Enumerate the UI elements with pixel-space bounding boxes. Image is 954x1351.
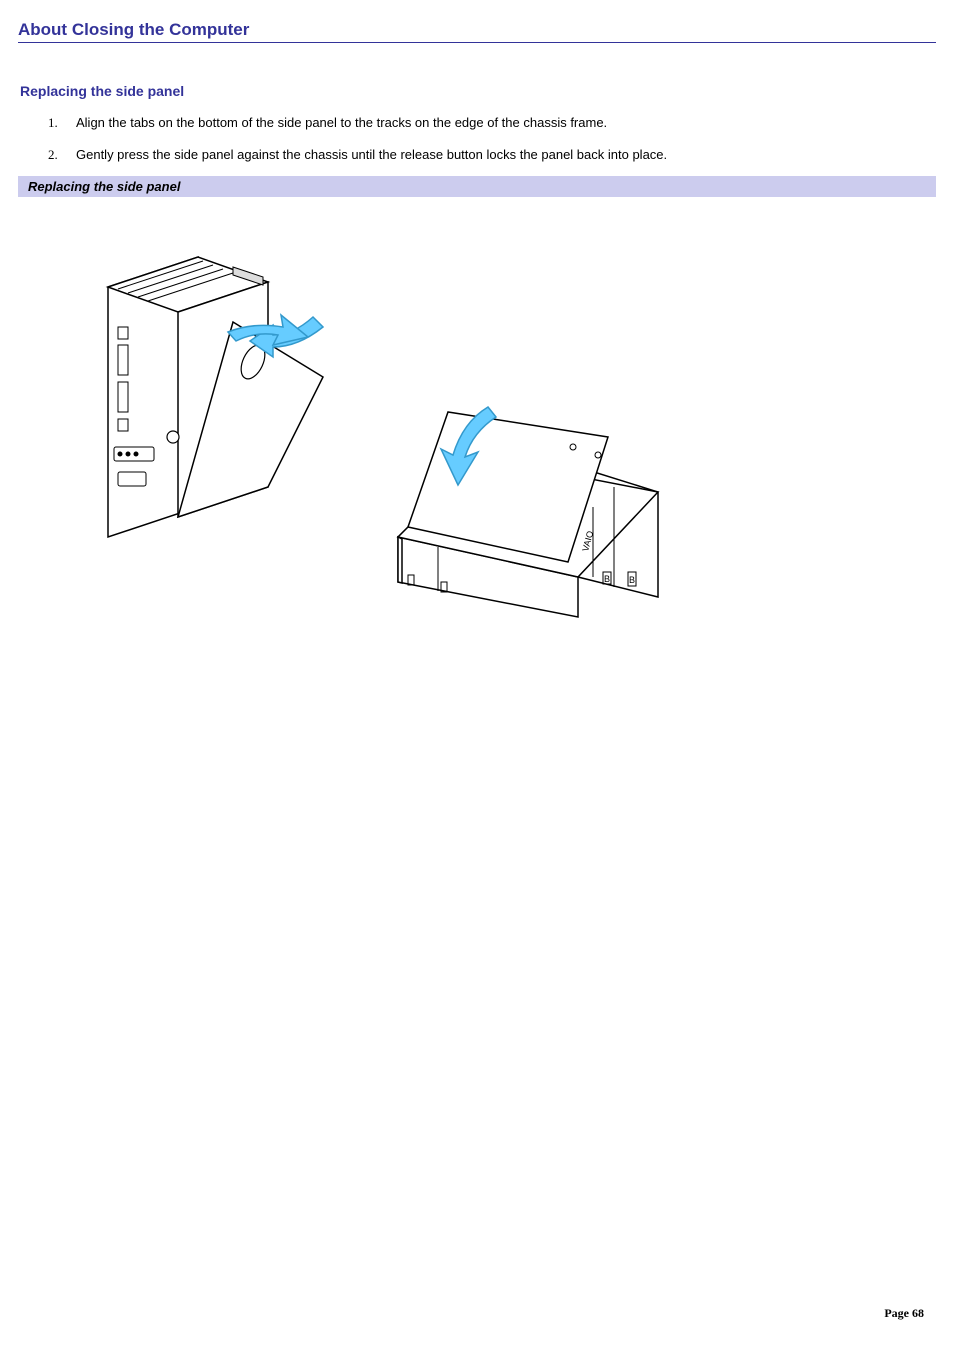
list-item: 1. Align the tabs on the bottom of the s… — [48, 113, 936, 133]
list-item: 2. Gently press the side panel against t… — [48, 145, 936, 165]
list-text: Align the tabs on the bottom of the side… — [76, 115, 607, 130]
page-number: Page 68 — [884, 1306, 924, 1321]
svg-text:B: B — [629, 575, 635, 585]
figure-area: VAIO B B — [18, 197, 936, 657]
sub-heading: Replacing the side panel — [20, 83, 936, 99]
list-number: 1. — [48, 113, 58, 133]
steps-list: 1. Align the tabs on the bottom of the s… — [48, 113, 936, 164]
list-number: 2. — [48, 145, 58, 165]
figure-caption-bar: Replacing the side panel — [18, 176, 936, 197]
svg-text:B: B — [604, 574, 610, 584]
figure-tower-chassis — [78, 227, 338, 557]
list-text: Gently press the side panel against the … — [76, 147, 667, 162]
figure-desktop-chassis: VAIO B B — [378, 357, 678, 657]
section-title: About Closing the Computer — [18, 20, 936, 43]
